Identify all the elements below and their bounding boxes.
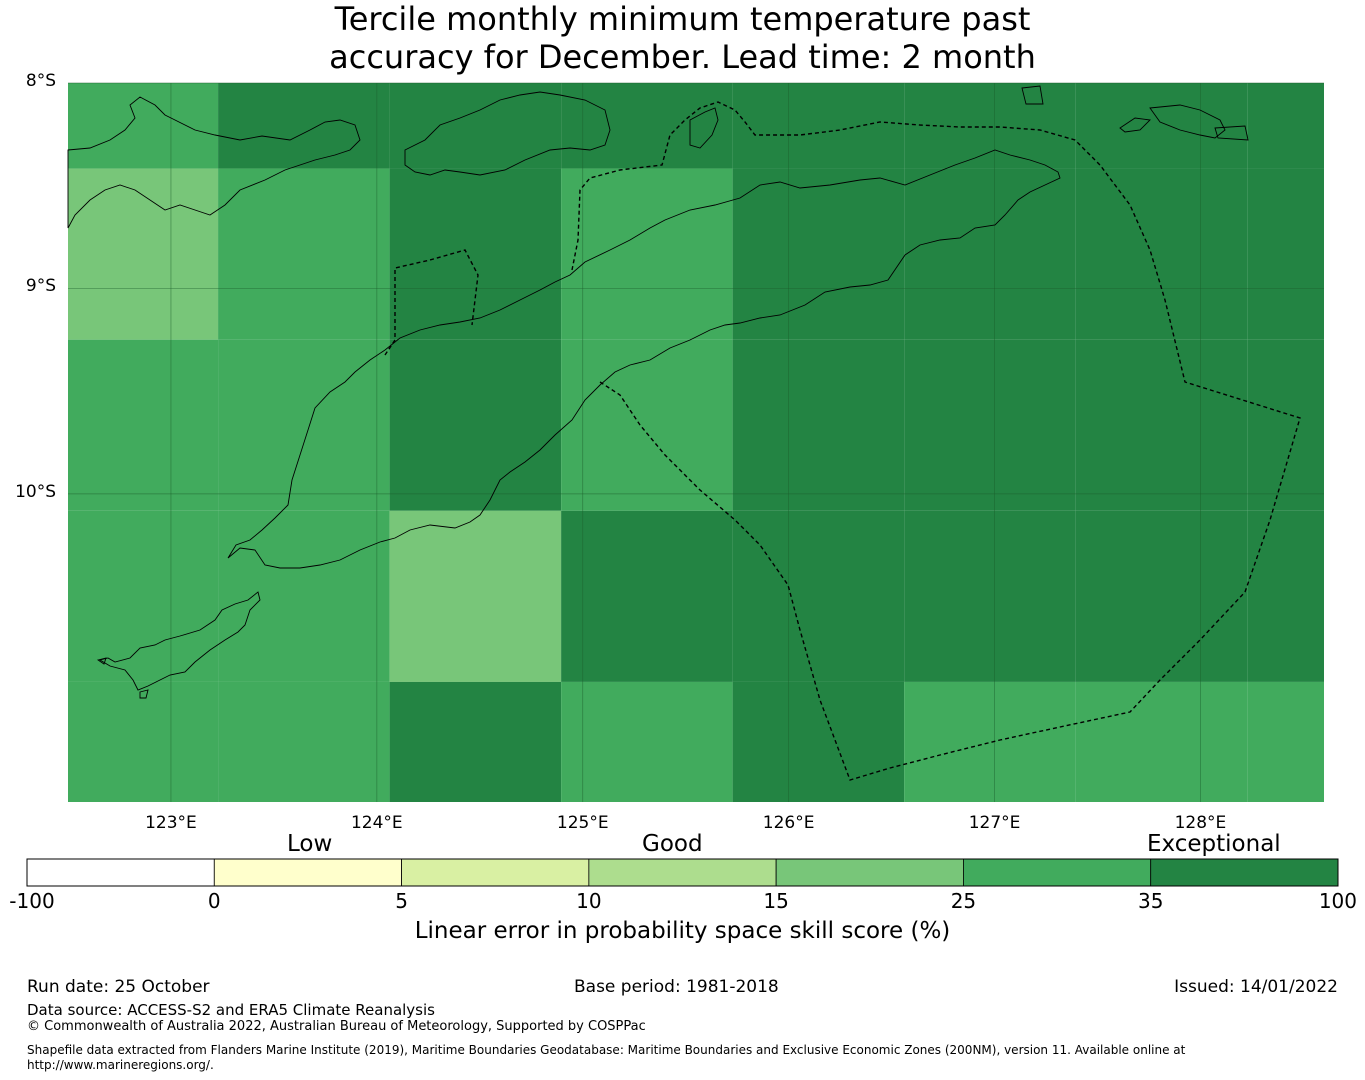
- colorbar-tick-label: 35: [1137, 889, 1164, 913]
- grid-cell-r2-c4: [732, 339, 905, 511]
- grid-cell-r1-c2: [389, 168, 562, 340]
- colorbar-bin-5: [963, 858, 1152, 887]
- colorbar-label: Linear error in probability space skill …: [414, 918, 951, 944]
- coastline-atauro: [689, 107, 719, 149]
- grid-cell-r4-c2: [389, 681, 562, 802]
- run-date: Run date: 25 October: [27, 977, 210, 997]
- colorbar-frame: [26, 858, 1339, 887]
- lon-tick-label: 126°E: [762, 813, 815, 833]
- lat-tick-label: 9°S: [25, 276, 56, 297]
- lon-tick-label: 128°E: [1174, 813, 1227, 833]
- grid-cell-r3-c2: [389, 510, 562, 682]
- colorbar-bin-6: [1150, 858, 1339, 887]
- grid-cell-r4-c4: [732, 681, 905, 802]
- grid-cell-r0-c0: [68, 83, 219, 169]
- skill-score-map: [67, 82, 1324, 802]
- grid-cell-r3-c0: [68, 510, 219, 682]
- grid-cell-r2-c1: [218, 339, 390, 511]
- colorbar-category-good: Good: [642, 831, 703, 857]
- grid-cell-r2-c3: [561, 339, 733, 511]
- grid-cell-r1-c5: [904, 168, 1076, 340]
- grid-cell-r2-c7: [1247, 339, 1324, 511]
- grid-cell-r4-c5: [904, 681, 1076, 802]
- grid-cell-r1-c1: [218, 168, 390, 340]
- lon-tick-label: 127°E: [968, 813, 1021, 833]
- coastline-alor: [67, 96, 361, 229]
- coastline-islet-1: [1021, 85, 1044, 105]
- coastline-islet-3: [1119, 117, 1151, 133]
- lon-tick-label: 124°E: [350, 813, 403, 833]
- grid-cell-r2-c0: [68, 339, 219, 511]
- grid-cell-r3-c3: [561, 510, 733, 682]
- colorbar-bin-4: [775, 858, 964, 887]
- coastline-semau: [96, 657, 107, 665]
- grid-cell-r0-c5: [904, 83, 1076, 169]
- grid-cell-r0-c1: [218, 83, 390, 169]
- base-period: Base period: 1981-2018: [574, 977, 779, 997]
- grid-cells: [68, 83, 1324, 802]
- grid-cell-r3-c7: [1247, 510, 1324, 682]
- eez-boundary-east: [571, 101, 1301, 781]
- colorbar-bin-3: [588, 858, 777, 887]
- colorbar-tick-label: 0: [207, 889, 221, 913]
- maritime-boundary: [384, 101, 1301, 781]
- coastline-savu: [139, 689, 149, 699]
- coastline-wetar: [404, 91, 611, 176]
- issued-date: Issued: 14/01/2022: [1174, 977, 1338, 997]
- colorbar-tick-label: 10: [576, 889, 602, 913]
- colorbar-bin-2: [401, 858, 590, 887]
- grid-cell-r1-c6: [1075, 168, 1248, 340]
- grid-cell-r3-c6: [1075, 510, 1248, 682]
- grid-cell-r4-c1: [218, 681, 390, 802]
- grid-cell-r1-c3: [561, 168, 733, 340]
- grid-cell-r2-c6: [1075, 339, 1248, 511]
- grid-cell-r0-c3: [561, 83, 733, 169]
- colorbar-category-exceptional: Exceptional: [1147, 831, 1281, 857]
- grid-cell-r3-c4: [732, 510, 905, 682]
- grid-cell-r1-c7: [1247, 168, 1324, 340]
- map-title-line-2: accuracy for December. Lead time: 2 mont…: [329, 38, 1036, 76]
- colorbar-bin-0: [26, 858, 215, 887]
- coastline: [67, 85, 1249, 699]
- grid-cell-r3-c1: [218, 510, 390, 682]
- coastline-islet-2: [1149, 104, 1226, 139]
- grid-cell-r1-c0: [68, 168, 219, 340]
- lon-tick-label: 125°E: [556, 813, 609, 833]
- coastline-rote: [98, 591, 261, 691]
- colorbar-tick-label: 25: [950, 889, 977, 913]
- grid-cell-r0-c7: [1247, 83, 1324, 169]
- eez-boundary-oecusse: [384, 249, 479, 356]
- coastline-islet-4: [1214, 125, 1249, 141]
- grid-cell-r4-c7: [1247, 681, 1324, 802]
- lat-tick-label: 10°S: [15, 481, 56, 502]
- colorbar-tick-label: 15: [763, 889, 789, 913]
- colorbar: [26, 858, 1339, 887]
- copyright: © Commonwealth of Australia 2022, Austra…: [27, 1019, 646, 1034]
- grid-cell-r2-c5: [904, 339, 1076, 511]
- graticule: [68, 82, 1324, 802]
- grid-cell-r4-c0: [68, 681, 219, 802]
- grid-cell-r4-c3: [561, 681, 733, 802]
- colorbar-tick-label: 100: [1318, 889, 1357, 913]
- coastline-timor: [227, 149, 1061, 569]
- grid-cell-r2-c2: [389, 339, 562, 511]
- grid-cell-r3-c5: [904, 510, 1076, 682]
- grid-cell-r0-c6: [1075, 83, 1248, 169]
- grid-cell-r4-c6: [1075, 681, 1248, 802]
- colorbar-bin-1: [213, 858, 402, 887]
- grid-cell-r0-c2: [389, 83, 562, 169]
- data-source: Data source: ACCESS-S2 and ERA5 Climate …: [27, 1001, 435, 1019]
- colorbar-tick-label: 5: [395, 889, 408, 913]
- map-title-line-1: Tercile monthly minimum temperature past: [334, 0, 1031, 38]
- grid-cell-r1-c4: [732, 168, 905, 340]
- lon-tick-label: 123°E: [145, 813, 197, 833]
- shapefile-credit-line-1: Shapefile data extracted from Flanders M…: [27, 1043, 1186, 1057]
- shapefile-credit-line-2: http://www.marineregions.org/.: [27, 1058, 214, 1072]
- colorbar-category-low: Low: [287, 831, 333, 857]
- grid-cell-r0-c4: [732, 83, 905, 169]
- colorbar-tick-label: -100: [9, 889, 55, 913]
- lat-tick-label: 8°S: [25, 71, 56, 91]
- map-title: Tercile monthly minimum temperature past…: [0, 0, 1365, 76]
